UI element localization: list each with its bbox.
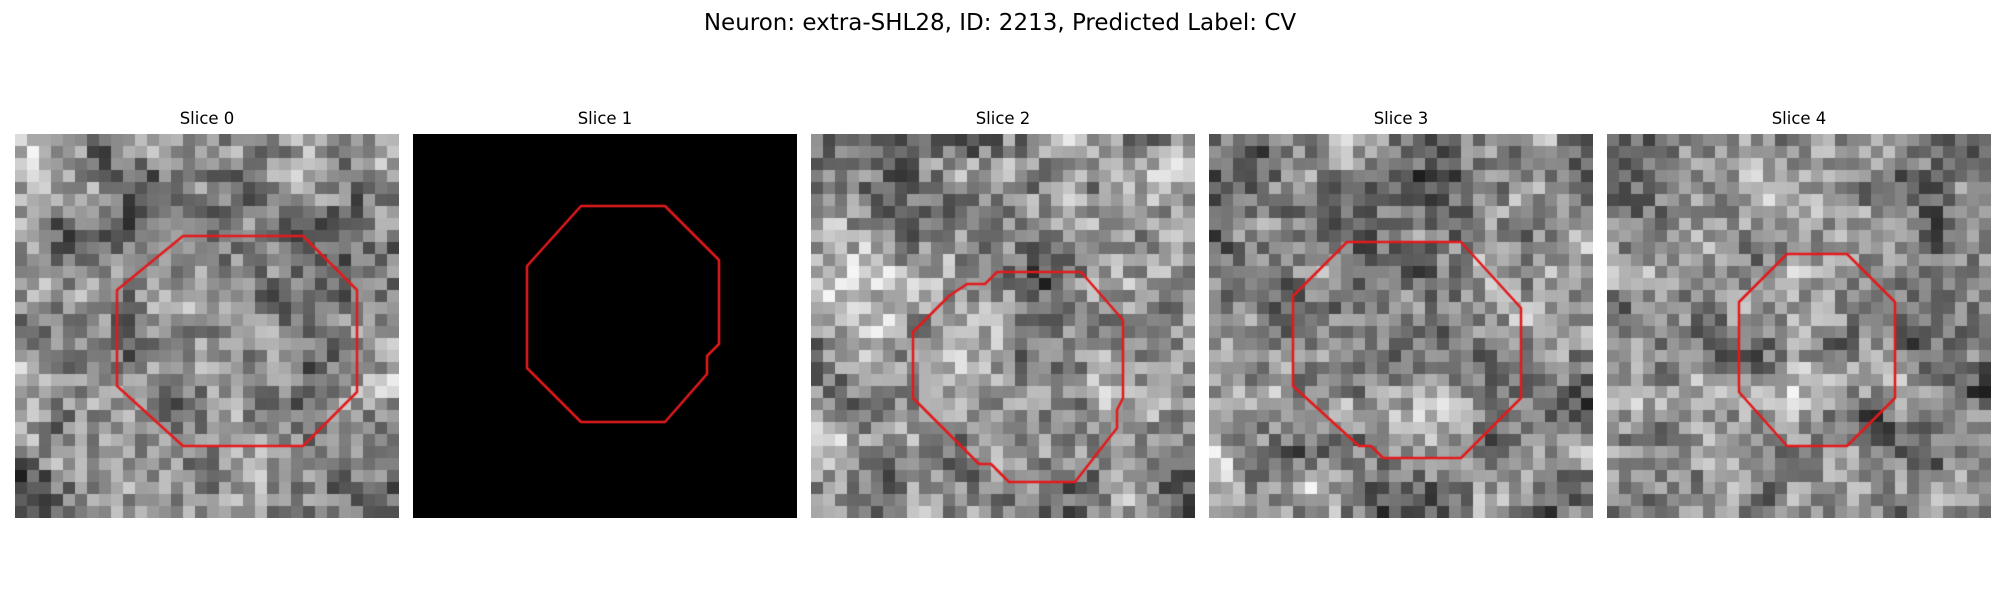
slice-image bbox=[413, 134, 797, 518]
panel-slice-4: Slice 4 bbox=[1607, 108, 1991, 518]
slice-image bbox=[1209, 134, 1593, 518]
panel-slice-0: Slice 0 bbox=[15, 108, 399, 518]
panel-title: Slice 1 bbox=[577, 109, 633, 128]
panel-title: Slice 4 bbox=[1771, 109, 1827, 128]
slice-image bbox=[811, 134, 1195, 518]
panel-title: Slice 3 bbox=[1373, 109, 1429, 128]
slice-image bbox=[1607, 134, 1991, 518]
panel-title: Slice 2 bbox=[975, 109, 1031, 128]
figure-title: Neuron: extra-SHL28, ID: 2213, Predicted… bbox=[703, 10, 1297, 36]
panel-slice-3: Slice 3 bbox=[1209, 108, 1593, 518]
panel-slice-1: Slice 1 bbox=[413, 108, 797, 518]
panel-slice-2: Slice 2 bbox=[811, 108, 1195, 518]
slice-image bbox=[15, 134, 399, 518]
panel-title: Slice 0 bbox=[179, 109, 235, 128]
